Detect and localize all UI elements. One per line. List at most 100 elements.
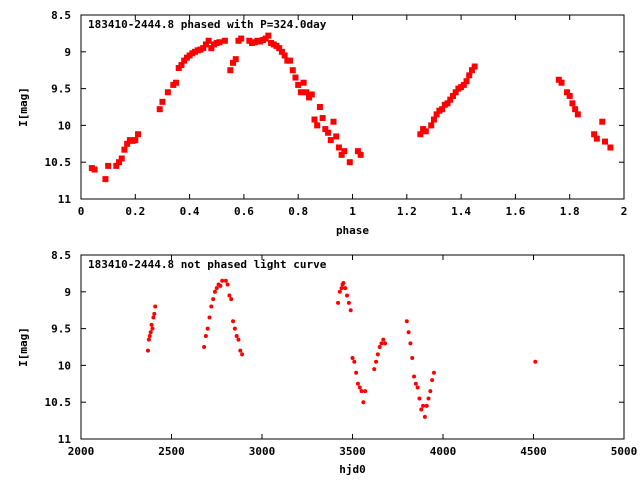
data-point — [212, 289, 217, 294]
data-point — [417, 131, 424, 138]
data-point — [156, 106, 163, 113]
data-point — [468, 67, 475, 74]
data-point — [153, 304, 158, 309]
data-point — [417, 396, 422, 401]
data-point — [359, 389, 364, 394]
plot-frame — [80, 254, 625, 440]
data-point — [236, 337, 241, 342]
x-tick-label: 0.4 — [180, 205, 200, 218]
data-point — [311, 116, 318, 123]
y-tick-label: 9.5 — [51, 83, 71, 96]
data-point — [238, 35, 245, 42]
data-point — [471, 63, 478, 70]
data-point — [227, 67, 234, 74]
data-point — [421, 403, 426, 408]
data-point — [357, 151, 364, 158]
data-point — [319, 115, 326, 122]
data-point — [333, 133, 340, 140]
data-point — [124, 140, 131, 147]
data-point — [295, 81, 302, 88]
data-point — [379, 341, 384, 346]
data-point — [240, 352, 245, 357]
data-point — [314, 122, 321, 129]
data-point — [300, 79, 307, 86]
y-tick-label: 9 — [64, 46, 71, 59]
data-point — [352, 359, 357, 364]
x-tick-label: 0.2 — [125, 205, 145, 218]
data-point — [308, 91, 315, 98]
data-point — [431, 370, 436, 375]
x-tick-label: 3000 — [249, 445, 276, 458]
y-tick-label: 10 — [58, 119, 71, 132]
data-point — [415, 385, 420, 390]
data-point — [220, 278, 225, 283]
data-point — [375, 352, 380, 357]
data-point — [354, 370, 359, 375]
data-point — [164, 89, 171, 96]
data-point — [105, 162, 112, 169]
data-point — [337, 289, 342, 294]
data-point — [278, 48, 285, 55]
data-point — [433, 111, 440, 118]
data-point — [428, 122, 435, 129]
data-point — [572, 106, 579, 113]
data-point — [135, 131, 142, 138]
data-point — [591, 131, 598, 138]
data-point — [205, 326, 210, 331]
data-point — [322, 126, 329, 133]
data-point — [227, 293, 232, 298]
y-axis-title: I[mag] — [17, 87, 30, 127]
data-point — [147, 333, 152, 338]
data-point — [413, 381, 418, 386]
data-point — [346, 159, 353, 166]
x-axis-title: phase — [336, 224, 369, 237]
data-point — [422, 128, 429, 135]
data-point — [297, 89, 304, 96]
data-point — [463, 78, 470, 85]
chart-panel-1: 0 0.2 0.4 0.6 0.8 1 1.2 1.4 1.6 1.8 2 8.5 9 9.5 10 10.5… — [17, 9, 627, 237]
data-point — [341, 148, 348, 155]
data-point — [150, 326, 155, 331]
data-point — [377, 345, 382, 349]
data-point — [449, 92, 456, 99]
data-point — [348, 308, 353, 313]
data-point — [229, 297, 234, 302]
data-point — [345, 293, 350, 298]
data-point — [234, 333, 239, 338]
y-tick-label: 8.5 — [51, 249, 71, 262]
x-tick-label: 1.8 — [560, 205, 580, 218]
data-point — [404, 319, 409, 324]
data-point — [430, 378, 435, 383]
data-point — [205, 37, 212, 44]
y-tick-label: 10.5 — [45, 396, 72, 409]
data-point — [466, 72, 473, 79]
data-point — [601, 138, 608, 145]
data-point — [146, 337, 151, 342]
data-point — [221, 37, 228, 44]
data-point — [327, 137, 334, 144]
data-point — [232, 326, 237, 331]
data-point — [231, 319, 236, 324]
x-tick-label: 1.6 — [505, 205, 525, 218]
data-point — [426, 396, 431, 401]
data-point — [419, 407, 424, 412]
data-point — [361, 400, 366, 405]
data-point — [383, 341, 388, 346]
chart-panel-2: 2000 2500 3000 3500 4000 4500 5000 8.5 9 9.5 10 10.… — [17, 249, 637, 476]
chart-title: 183410-2444.8 not phased light curve — [88, 258, 327, 271]
data-point — [599, 118, 606, 125]
data-point — [558, 79, 565, 86]
data-point — [145, 348, 150, 353]
data-point — [410, 356, 415, 361]
data-point — [330, 118, 337, 125]
data-point — [208, 45, 215, 52]
data-point — [336, 300, 341, 305]
data-point — [357, 385, 362, 390]
data-point — [430, 116, 437, 123]
data-point — [218, 283, 223, 288]
data-point — [346, 300, 351, 305]
y-tick-label: 10 — [58, 359, 71, 372]
data-point — [159, 98, 166, 105]
data-point — [116, 159, 123, 166]
